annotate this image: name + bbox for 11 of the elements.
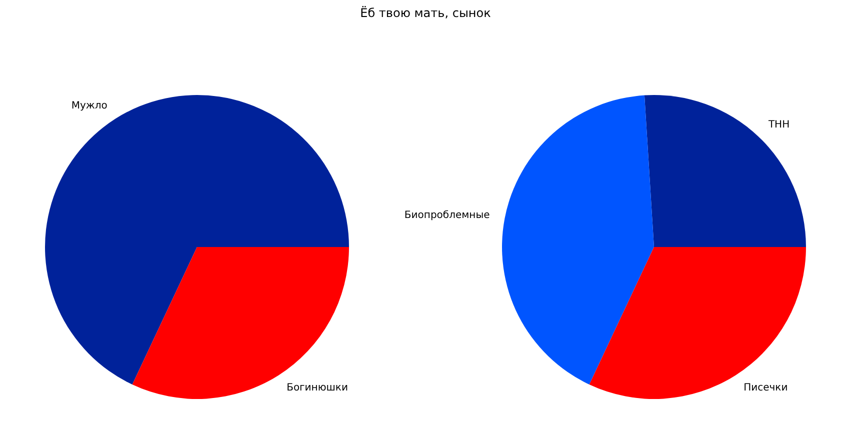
slice-label: Писечки [744, 382, 788, 394]
slice-label: Богинюшки [286, 382, 348, 394]
slice-label: Мужло [71, 100, 108, 112]
pie-slice [502, 95, 654, 385]
slice-label: ТНН [767, 120, 790, 131]
slice-label: Биопроблемные [404, 210, 490, 222]
pie-slice [644, 95, 806, 247]
pie-slice [45, 95, 349, 385]
pie-slice [589, 247, 806, 399]
text: Ёб твою мать, сынок [360, 6, 491, 20]
pie-slice [132, 247, 349, 399]
